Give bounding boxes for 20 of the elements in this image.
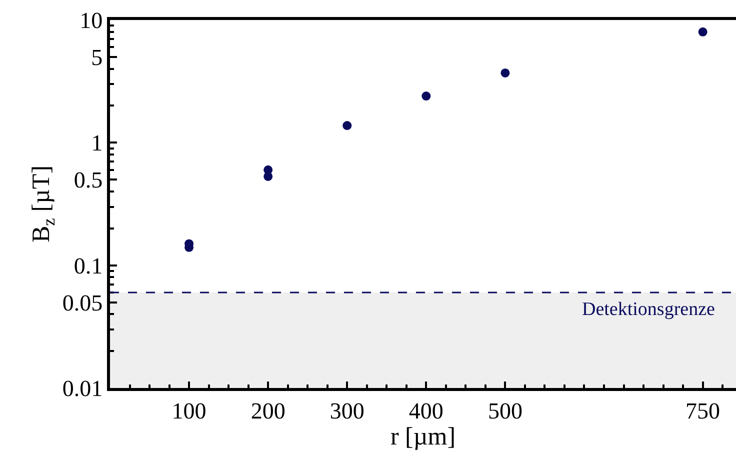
y-tick-label: 0.05 xyxy=(62,290,103,316)
point xyxy=(500,68,510,78)
x-tick-label: 200 xyxy=(250,398,286,424)
y-tick-label: 0.01 xyxy=(62,376,103,402)
x-tick-label: 750 xyxy=(686,398,720,424)
point xyxy=(264,165,273,174)
x-tick-label: 100 xyxy=(172,398,206,424)
point xyxy=(422,92,431,101)
x-tick-label: 300 xyxy=(330,398,364,424)
y-tick-label: 0.5 xyxy=(74,168,103,193)
y-tick-label: 1 xyxy=(91,130,103,156)
y-tick-label: 0.1 xyxy=(74,253,103,278)
ref-line-label: Detektionsgrenze xyxy=(582,299,715,320)
x-tick-label: 400 xyxy=(408,398,444,424)
x-axis-title: r [µm] xyxy=(390,423,456,450)
x-tick-label: 500 xyxy=(488,398,522,424)
y-tick-label: 5 xyxy=(91,44,103,70)
point xyxy=(698,27,708,36)
point xyxy=(342,121,352,130)
y-tick-label: 10 xyxy=(80,8,103,34)
